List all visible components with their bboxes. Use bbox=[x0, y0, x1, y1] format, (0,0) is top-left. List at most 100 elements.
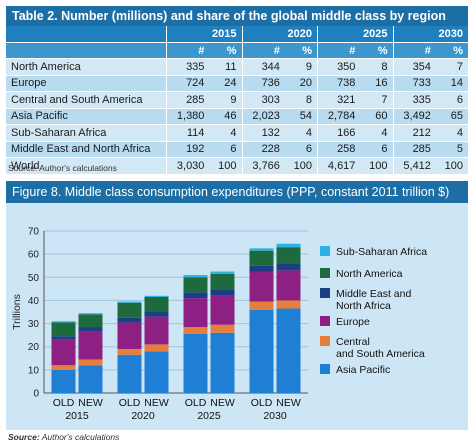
y-tick-label: 0 bbox=[33, 389, 39, 400]
table-title: Table 2. Number (millions) and share of … bbox=[6, 6, 468, 26]
bar-segment bbox=[276, 308, 301, 393]
count-cell: 192 bbox=[166, 141, 210, 158]
y-tick-label: 70 bbox=[28, 227, 40, 238]
legend-swatch bbox=[320, 316, 330, 326]
table-row: Middle East and North Africa 192 6 228 6 258 6… bbox=[6, 141, 468, 158]
bar-segment bbox=[276, 263, 301, 271]
bar-segment bbox=[51, 369, 76, 393]
bar-segment bbox=[144, 351, 169, 393]
count-cell: 733 bbox=[392, 75, 436, 92]
bar-segment bbox=[210, 332, 235, 393]
share-cell: 24 bbox=[209, 75, 242, 92]
table-row: North America 335 11 344 9 350 8 354 7 bbox=[6, 58, 468, 76]
year-header-2025: 2025 bbox=[317, 26, 393, 43]
bar-segment bbox=[117, 301, 142, 303]
count-cell: 3,766 bbox=[241, 157, 285, 175]
share-cell: 8 bbox=[284, 91, 318, 109]
share-cell: 7 bbox=[360, 91, 393, 109]
share-cell: 100 bbox=[284, 157, 318, 175]
unit-share-header: % bbox=[209, 42, 242, 59]
region-label: Central and South America bbox=[6, 91, 167, 109]
legend-label-line: Middle East and bbox=[336, 288, 411, 300]
category-label: OLD bbox=[119, 397, 141, 409]
bar-segment bbox=[183, 333, 208, 393]
header-blank bbox=[6, 42, 167, 59]
bar-segment bbox=[117, 322, 142, 350]
count-cell: 335 bbox=[166, 58, 210, 76]
count-cell: 285 bbox=[166, 91, 210, 109]
table-row: World 3,030 100 3,766 100 4,617 100 5,412 100 bbox=[6, 157, 468, 175]
legend-label: Middle East and North Africa bbox=[336, 288, 411, 312]
bar-segment bbox=[183, 277, 208, 293]
share-cell: 54 bbox=[284, 108, 318, 125]
bar-segment bbox=[51, 322, 76, 337]
count-cell: 2,023 bbox=[241, 108, 285, 125]
legend-swatch bbox=[320, 268, 330, 278]
count-cell: 228 bbox=[241, 141, 285, 158]
legend-label: Central and South America bbox=[336, 336, 425, 360]
bar-segment bbox=[210, 290, 235, 296]
bar-segment bbox=[78, 331, 103, 360]
bar-segment bbox=[51, 339, 76, 366]
share-cell: 9 bbox=[209, 91, 242, 109]
share-cell: 5 bbox=[435, 141, 468, 158]
bar-segment bbox=[249, 248, 274, 251]
y-tick-label: 40 bbox=[28, 296, 40, 307]
region-label: World bbox=[6, 157, 167, 175]
count-cell: 3,030 bbox=[166, 157, 210, 175]
year-header-2015: 2015 bbox=[166, 26, 242, 43]
share-cell: 6 bbox=[360, 141, 393, 158]
count-cell: 736 bbox=[241, 75, 285, 92]
bar-segment bbox=[117, 317, 142, 323]
bar-segment bbox=[117, 349, 142, 355]
count-cell: 4,617 bbox=[317, 157, 361, 175]
legend-label-line: North Africa bbox=[336, 300, 391, 312]
middle-class-table: 2015 2020 2025 2030 # % # % # % # % Nort… bbox=[6, 26, 468, 175]
bar-segment bbox=[78, 313, 103, 315]
bar-segment bbox=[249, 309, 274, 393]
table-row: Central and South America 285 9 303 8 321 7 335… bbox=[6, 91, 468, 109]
share-cell: 11 bbox=[209, 58, 242, 76]
chart-panel: 0 10 20 30 40 50 60 70 Trillions OLD NEW OLD NEW OLD N… bbox=[6, 203, 468, 430]
bar-segment bbox=[249, 301, 274, 310]
bar-segment bbox=[249, 250, 274, 266]
year-header-2030: 2030 bbox=[392, 26, 468, 43]
bar-segment bbox=[51, 336, 76, 340]
count-cell: 303 bbox=[241, 91, 285, 109]
bar-segment bbox=[78, 359, 103, 366]
share-cell: 6 bbox=[435, 91, 468, 109]
count-cell: 258 bbox=[317, 141, 361, 158]
y-tick-label: 10 bbox=[28, 365, 40, 376]
legend-swatch bbox=[320, 246, 330, 256]
count-cell: 344 bbox=[241, 58, 285, 76]
count-cell: 724 bbox=[166, 75, 210, 92]
y-tick-label: 60 bbox=[28, 250, 40, 261]
bar-segment bbox=[276, 270, 301, 301]
category-label: NEW bbox=[210, 397, 235, 409]
group-label: 2030 bbox=[263, 410, 287, 422]
category-label: NEW bbox=[144, 397, 169, 409]
share-cell: 100 bbox=[435, 157, 468, 175]
count-cell: 166 bbox=[317, 124, 361, 142]
legend-label: Asia Pacific bbox=[336, 364, 390, 376]
share-cell: 14 bbox=[435, 75, 468, 92]
bar-segment bbox=[210, 324, 235, 333]
bar-segment bbox=[210, 271, 235, 274]
count-cell: 2,784 bbox=[317, 108, 361, 125]
y-tick-label: 30 bbox=[28, 319, 40, 330]
region-label: Middle East and North Africa bbox=[6, 141, 167, 158]
bar-segment bbox=[183, 274, 208, 278]
y-tick-label: 50 bbox=[28, 273, 40, 284]
group-label: 2020 bbox=[131, 410, 155, 422]
share-cell: 6 bbox=[209, 141, 242, 158]
share-cell: 9 bbox=[284, 58, 318, 76]
count-cell: 3,492 bbox=[392, 108, 436, 125]
unit-count-header: # bbox=[166, 42, 210, 59]
figure-source-text: Author's calculations bbox=[39, 432, 120, 442]
category-label: OLD bbox=[185, 397, 207, 409]
figure-source-label: Source: bbox=[8, 432, 40, 442]
count-cell: 335 bbox=[392, 91, 436, 109]
bar-segment bbox=[78, 327, 103, 332]
header-blank bbox=[6, 26, 167, 43]
